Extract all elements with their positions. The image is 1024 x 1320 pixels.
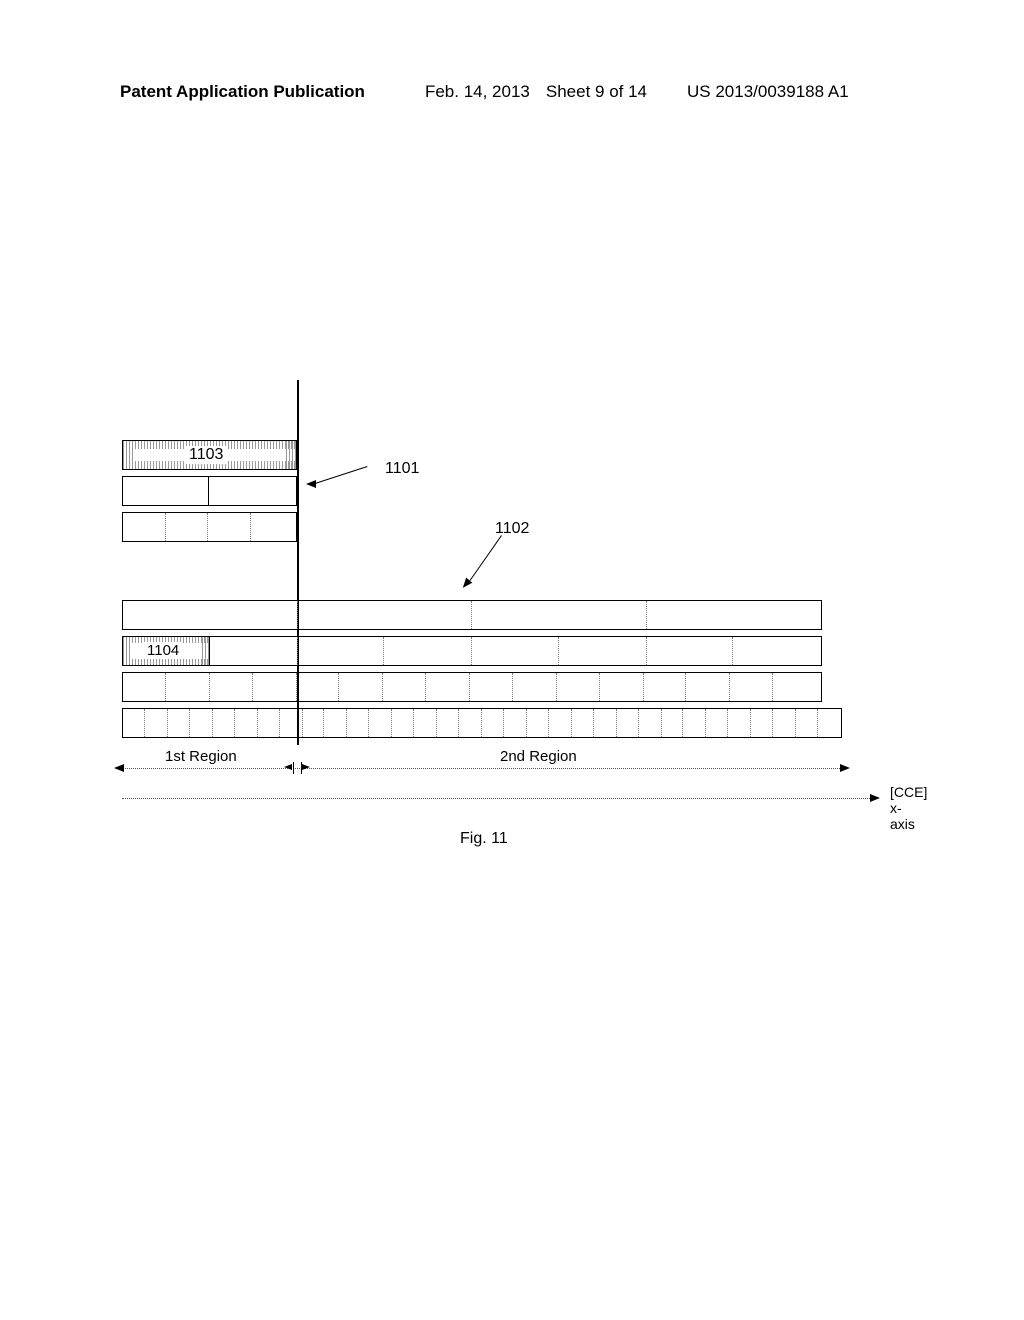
lower-row-agg8: [122, 600, 822, 630]
axis-label-cce: [CCE]: [890, 784, 927, 800]
lower-row-agg4: 1104: [122, 636, 822, 666]
ref-1102: 1102: [495, 520, 529, 538]
sheet-number: Sheet 9 of 14: [546, 82, 647, 102]
ref-1104: 1104: [143, 642, 183, 659]
upper-row-agg2: [122, 512, 297, 542]
ref-1101: 1101: [385, 460, 419, 478]
region-axis: [122, 768, 842, 769]
upper-row-agg8: 1103: [122, 440, 297, 470]
upper-row-agg4: [122, 476, 297, 506]
region-1-label: 1st Region: [165, 748, 237, 765]
page-header: Patent Application Publication Feb. 14, …: [120, 82, 924, 102]
publication-label: Patent Application Publication: [120, 82, 365, 102]
leader-1101: [315, 466, 368, 484]
lower-row-agg2: [122, 672, 822, 702]
cce-axis: [122, 798, 872, 799]
region-2-label: 2nd Region: [500, 748, 577, 765]
figure-caption: Fig. 11: [460, 830, 508, 848]
doc-number: US 2013/0039188 A1: [687, 82, 849, 102]
pub-date: Feb. 14, 2013: [425, 82, 530, 102]
ref-1103: 1103: [185, 446, 227, 464]
lower-row-agg1: [122, 708, 842, 738]
axis-label-x: x-axis: [890, 800, 915, 832]
figure-11: 1103 1101 1102 1104: [100, 380, 900, 940]
leader-1102: [470, 535, 502, 581]
